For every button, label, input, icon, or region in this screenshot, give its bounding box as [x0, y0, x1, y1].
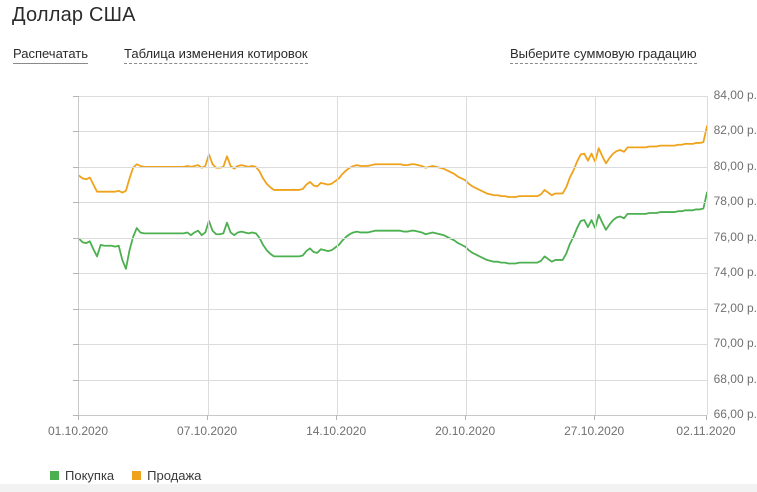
- gridline-vertical: [707, 96, 708, 415]
- y-axis-tick-label: 70,00 р.: [713, 336, 757, 351]
- y-axis-tick-label: 68,00 р.: [713, 371, 757, 386]
- series-line-buy: [79, 191, 707, 270]
- x-axis-tick-mark: [78, 415, 79, 420]
- gridline-horizontal: [79, 202, 707, 204]
- y-axis-tick-label: 82,00 р.: [713, 123, 757, 138]
- gridline-horizontal: [79, 379, 707, 381]
- x-axis-tick-label: 01.10.2020: [47, 424, 109, 438]
- y-axis-tick-label: 66,00 р.: [713, 407, 757, 421]
- y-axis-tick-mark: [73, 202, 79, 204]
- chart-legend: Покупка Продажа: [50, 466, 201, 484]
- quotes-change-table-link[interactable]: Таблица изменения котировок: [124, 46, 308, 64]
- y-axis-tick-mark: [73, 344, 79, 346]
- y-axis-tick-label: 72,00 р.: [713, 300, 757, 315]
- y-axis-tick-mark: [73, 273, 79, 275]
- x-axis-tick-label: 20.10.2020: [435, 424, 496, 438]
- y-axis-tick-mark: [73, 415, 79, 416]
- sum-gradation-link[interactable]: Выберите суммовую градацию: [510, 46, 697, 64]
- series-lines: [79, 125, 707, 270]
- y-axis-tick-mark: [73, 96, 79, 97]
- exchange-rate-chart: 84,00 р. 82,00 р. 80,00 р. 78,00 р. 76,00 р.…: [0, 80, 757, 440]
- y-axis-tick-label: 80,00 р.: [713, 158, 757, 173]
- x-axis-tick-mark: [594, 415, 596, 420]
- series-line-sell: [79, 125, 707, 198]
- legend-item-buy: Покупка: [50, 468, 114, 483]
- gridline-horizontal: [79, 237, 707, 239]
- gridline-vertical: [208, 96, 210, 415]
- gridline-horizontal: [79, 344, 707, 346]
- x-axis-tick-label: 27.10.2020: [564, 424, 625, 438]
- gridline-vertical: [337, 96, 339, 415]
- x-axis-tick-mark: [465, 415, 467, 420]
- y-axis-tick-label: 76,00 р.: [713, 229, 757, 244]
- x-axis-tick-label: 02.11.2020: [676, 424, 736, 438]
- print-link[interactable]: Распечатать: [13, 46, 89, 64]
- gridline-horizontal: [79, 166, 707, 168]
- y-axis-tick-mark: [73, 131, 79, 133]
- x-axis-tick-mark: [207, 415, 209, 420]
- action-link-bar: Распечатать Таблица изменения котировок …: [0, 46, 757, 68]
- bottom-divider: [0, 484, 757, 492]
- legend-swatch-buy-icon: [50, 470, 59, 480]
- plot-area: [78, 96, 708, 416]
- x-axis-tick-label: 14.10.2020: [306, 424, 367, 438]
- y-axis-tick-mark: [73, 379, 79, 381]
- gridline-horizontal: [79, 308, 707, 310]
- legend-label-buy: Покупка: [65, 467, 115, 483]
- y-axis-tick-label: 74,00 р.: [713, 265, 757, 280]
- legend-label-sell: Продажа: [147, 467, 202, 483]
- y-axis-tick-mark: [73, 166, 79, 168]
- gridline-vertical: [466, 96, 468, 415]
- y-axis-tick-mark: [73, 237, 79, 239]
- y-axis-tick-mark: [73, 308, 79, 310]
- gridline-vertical: [595, 96, 597, 415]
- page-title: Доллар США: [12, 4, 136, 26]
- y-axis-tick-label: 78,00 р.: [713, 194, 757, 209]
- gridline-horizontal: [79, 96, 707, 97]
- gridline-horizontal: [79, 131, 707, 133]
- x-axis-tick-mark: [336, 415, 338, 420]
- x-axis-tick-mark: [706, 415, 707, 420]
- legend-item-sell: Продажа: [132, 468, 201, 483]
- x-axis-tick-label: 07.10.2020: [177, 424, 238, 438]
- y-axis-tick-label: 84,00 р.: [713, 88, 757, 102]
- gridline-horizontal: [79, 273, 707, 275]
- legend-swatch-sell-icon: [132, 470, 142, 480]
